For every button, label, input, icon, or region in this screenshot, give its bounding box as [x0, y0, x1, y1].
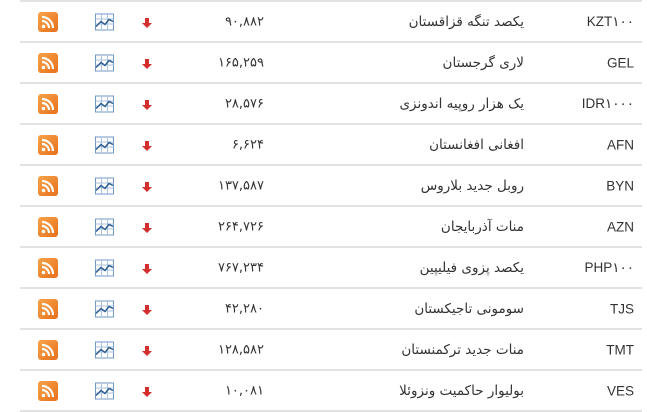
rss-feed-icon[interactable]: [38, 175, 58, 196]
currency-code: BYN: [606, 178, 634, 193]
currency-name[interactable]: یک هزار روپیه اندونزی: [399, 95, 524, 112]
table-row: ۲۶۴,۷۲۶ منات آذربایجان AZN: [20, 207, 642, 248]
currency-name[interactable]: روبل جدید بلاروس: [420, 177, 524, 194]
currency-code: TJS: [609, 301, 634, 316]
arrow-down-icon: [140, 261, 154, 275]
table-row: ۴۲,۲۸۰ سومونی تاجیکستان TJS: [20, 289, 642, 330]
currency-name[interactable]: منات آذربایجان: [440, 218, 524, 235]
line-chart-icon[interactable]: [95, 177, 114, 194]
table-row: ۹۰,۸۸۲ یکصد تنگه قزاقستان KZT۱۰۰: [20, 2, 642, 43]
table-row: ۱۲۸,۵۸۲ منات جدید ترکمنستان TMT: [20, 330, 642, 371]
rate-value: ۲۸,۵۷۶: [224, 96, 264, 111]
line-chart-icon[interactable]: [95, 259, 114, 276]
currency-code: VES: [606, 383, 634, 398]
rate-value: ۱۲۸,۵۸۲: [217, 342, 264, 357]
currency-code: AFN: [607, 137, 634, 152]
line-chart-icon[interactable]: [95, 95, 114, 112]
rss-feed-icon[interactable]: [38, 93, 58, 114]
arrow-down-icon: [140, 179, 154, 193]
rate-value: ۱۳۷,۵۸۷: [217, 178, 264, 193]
currency-name[interactable]: یکصد پزوی فیلیپین: [419, 259, 524, 276]
rate-value: ۴۲,۲۸۰: [224, 301, 264, 316]
arrow-down-icon: [140, 220, 154, 234]
line-chart-icon[interactable]: [95, 382, 114, 399]
line-chart-icon[interactable]: [95, 136, 114, 153]
currency-code: TMT: [606, 342, 634, 357]
rate-value: ۱۰,۰۸۱: [224, 383, 264, 398]
table-row: ۶,۶۲۴ افغانی افغانستان AFN: [20, 125, 642, 166]
arrow-down-icon: [140, 15, 154, 29]
currency-table: ۹۰,۸۸۲ یکصد تنگه قزاقستان KZT۱۰۰ ۱۶۵,۲۵۹…: [20, 0, 642, 412]
rate-value: ۲۶۴,۷۲۶: [217, 219, 264, 234]
rss-feed-icon[interactable]: [38, 216, 58, 237]
currency-name[interactable]: یکصد تنگه قزاقستان: [408, 13, 524, 30]
line-chart-icon[interactable]: [95, 218, 114, 235]
arrow-down-icon: [140, 343, 154, 357]
currency-name[interactable]: افغانی افغانستان: [429, 136, 524, 153]
arrow-down-icon: [140, 384, 154, 398]
table-row: ۲۸,۵۷۶ یک هزار روپیه اندونزی IDR۱۰۰۰: [20, 84, 642, 125]
rss-feed-icon[interactable]: [38, 134, 58, 155]
rss-feed-icon[interactable]: [38, 52, 58, 73]
rate-value: ۶,۶۲۴: [231, 137, 264, 152]
rate-value: ۹۰,۸۸۲: [224, 14, 264, 29]
rss-feed-icon[interactable]: [38, 257, 58, 278]
currency-name[interactable]: بولیوار حاکمیت ونزوئلا: [399, 382, 524, 399]
currency-name[interactable]: سومونی تاجیکستان: [414, 300, 524, 317]
rate-value: ۷۶۷,۲۳۴: [217, 260, 264, 275]
line-chart-icon[interactable]: [95, 300, 114, 317]
rss-feed-icon[interactable]: [38, 380, 58, 401]
currency-code: KZT۱۰۰: [586, 13, 634, 29]
table-row: ۱۳۷,۵۸۷ روبل جدید بلاروس BYN: [20, 166, 642, 207]
line-chart-icon[interactable]: [95, 13, 114, 30]
rate-value: ۱۶۵,۲۵۹: [217, 55, 264, 70]
rss-feed-icon[interactable]: [38, 11, 58, 32]
rss-feed-icon[interactable]: [38, 339, 58, 360]
line-chart-icon[interactable]: [95, 341, 114, 358]
arrow-down-icon: [140, 138, 154, 152]
line-chart-icon[interactable]: [95, 54, 114, 71]
currency-code: PHP۱۰۰: [584, 259, 634, 275]
currency-name[interactable]: منات جدید ترکمنستان: [401, 341, 524, 358]
arrow-down-icon: [140, 56, 154, 70]
table-row: ۱۰,۰۸۱ بولیوار حاکمیت ونزوئلا VES: [20, 371, 642, 412]
rss-feed-icon[interactable]: [38, 298, 58, 319]
currency-name[interactable]: لاری گرجستان: [442, 54, 524, 71]
currency-code: GEL: [606, 55, 634, 70]
currency-code: AZN: [607, 219, 634, 234]
arrow-down-icon: [140, 302, 154, 316]
arrow-down-icon: [140, 97, 154, 111]
table-row: ۷۶۷,۲۳۴ یکصد پزوی فیلیپین PHP۱۰۰: [20, 248, 642, 289]
table-row: ۱۶۵,۲۵۹ لاری گرجستان GEL: [20, 43, 642, 84]
currency-code: IDR۱۰۰۰: [581, 95, 634, 111]
